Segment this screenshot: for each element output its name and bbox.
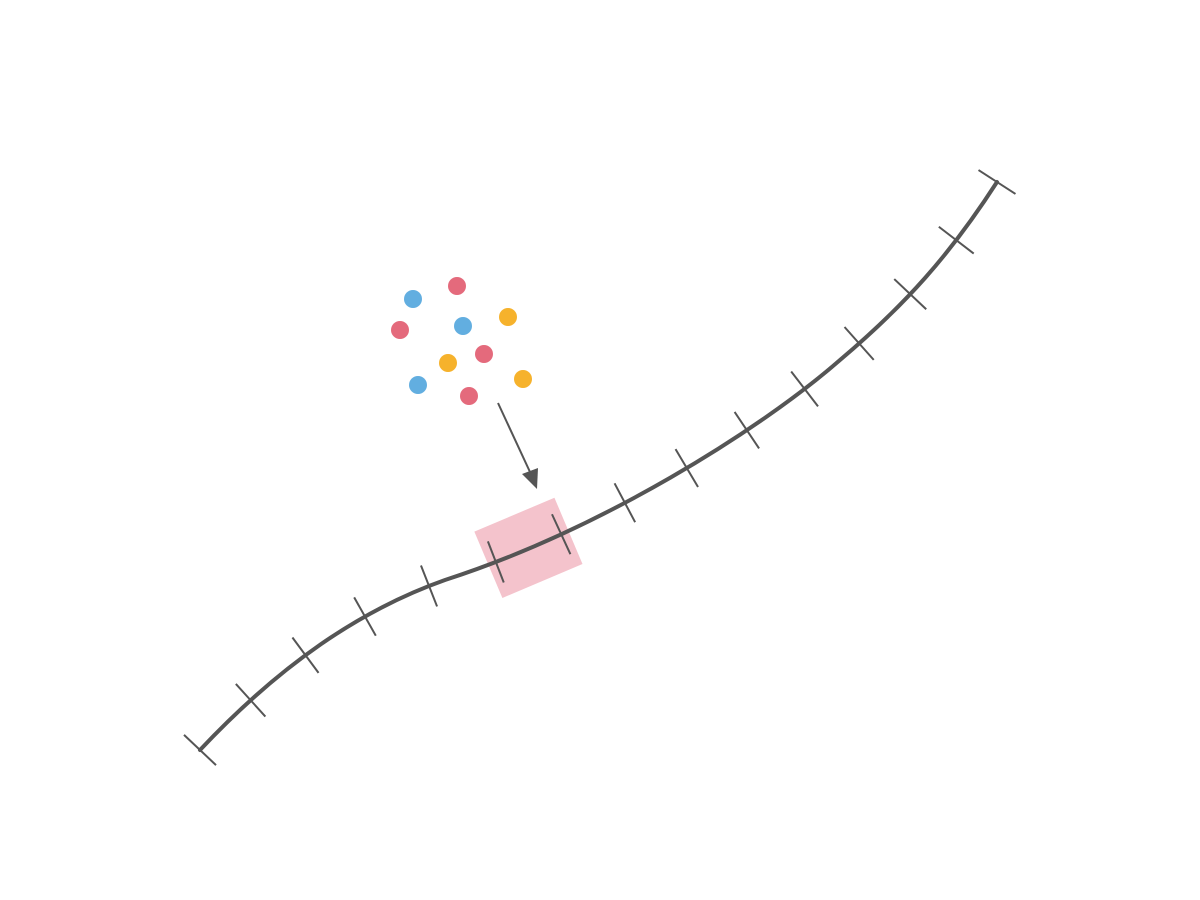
curve-path	[198, 180, 999, 752]
dot-yellow	[499, 308, 517, 326]
arrow-head	[522, 468, 538, 489]
dot-red	[475, 345, 493, 363]
arrow-shaft	[497, 402, 531, 473]
curve-tick	[551, 513, 572, 555]
dot-cluster	[391, 277, 532, 405]
curve-tick	[790, 370, 819, 407]
curve-tick	[674, 448, 699, 488]
dot-yellow	[514, 370, 532, 388]
curve-tick	[235, 683, 267, 718]
curve-tick	[938, 225, 975, 255]
curve-tick	[420, 565, 438, 607]
curve-tick	[613, 482, 637, 523]
dot-red	[460, 387, 478, 405]
pointer-arrow	[497, 402, 538, 489]
dot-yellow	[439, 354, 457, 372]
dot-red	[391, 321, 409, 339]
dot-blue	[454, 317, 472, 335]
dot-blue	[409, 376, 427, 394]
dot-red	[448, 277, 466, 295]
curve-tick	[977, 169, 1017, 195]
dot-blue	[404, 290, 422, 308]
curve-tick	[733, 411, 760, 450]
curve-tick	[291, 636, 320, 674]
curve-tick	[486, 541, 505, 583]
curve-tick	[183, 734, 217, 766]
curve-tick	[843, 326, 875, 361]
curve-tick	[893, 278, 927, 310]
curve-tick	[353, 596, 377, 637]
curve-ticks	[183, 169, 1017, 766]
